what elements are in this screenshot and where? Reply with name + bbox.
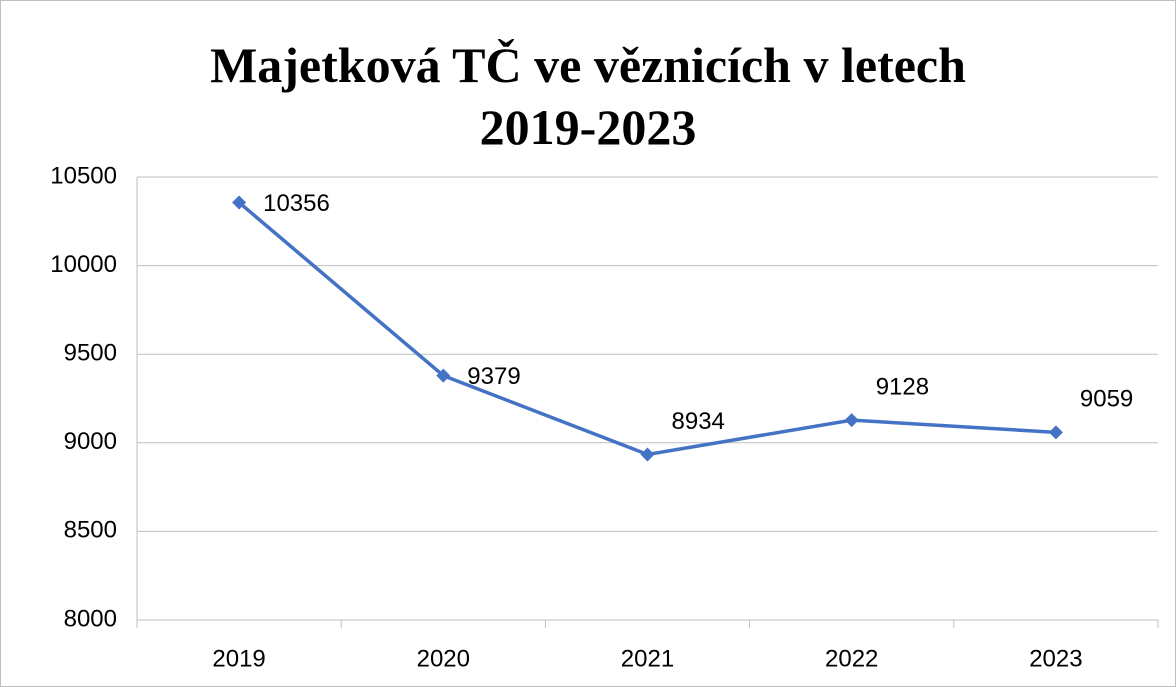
y-tick-label: 10000	[50, 251, 117, 278]
data-label: 8934	[672, 408, 725, 435]
marker	[1048, 425, 1063, 440]
x-tick-label: 2022	[825, 645, 878, 672]
chart-title: Majetková TČ ve věznicích v letech 2019-…	[210, 37, 966, 155]
marker	[844, 413, 859, 428]
data-label: 9128	[876, 373, 929, 400]
data-label: 9379	[467, 363, 520, 390]
y-tick-label: 9500	[64, 340, 117, 367]
line	[237, 201, 1057, 457]
x-tick-label: 2019	[212, 645, 265, 672]
y-tick-label: 10500	[50, 162, 117, 189]
data-label: 10356	[263, 190, 330, 217]
data-label: 9059	[1080, 386, 1133, 413]
x-tick-label: 2020	[417, 645, 470, 672]
y-tick-label: 9000	[64, 428, 117, 455]
x-tick-label: 2023	[1029, 645, 1082, 672]
marker	[436, 368, 451, 383]
x-tick-label: 2021	[621, 645, 674, 672]
y-tick-label: 8000	[64, 605, 117, 632]
marker	[640, 447, 655, 462]
marker	[232, 195, 247, 210]
y-tick-label: 8500	[64, 517, 117, 544]
